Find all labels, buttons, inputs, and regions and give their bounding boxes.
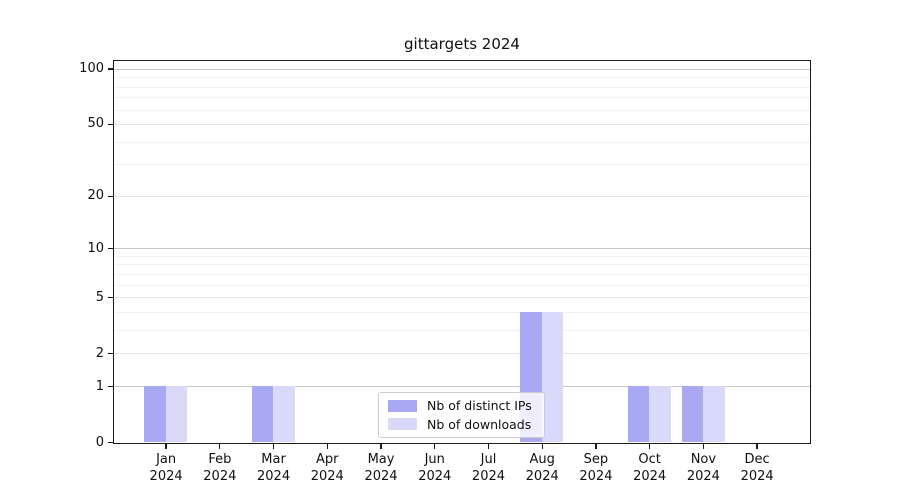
gridline-minor-40 [114,141,810,143]
x-tick-mark-mar [272,444,275,449]
gridline-minor-80 [114,86,810,88]
gridline-minor-3 [114,330,810,332]
y-tick-mark-20 [108,195,113,197]
bar-downloads-aug [541,312,564,443]
x-tick-mark-aug [541,444,543,449]
gridline-major-20 [114,195,810,197]
gridline-major-5 [114,297,810,299]
y-tick-mark-5 [108,296,113,299]
legend-label-downloads: Nb of downloads [427,416,532,432]
x-tick-mark-jan [165,444,167,449]
x-tick-mark-feb [219,444,221,449]
y-tick-mark-100 [108,68,113,70]
x-tick-label-apr: Apr 2024 [310,452,344,484]
y-tick-mark-50 [108,123,113,125]
x-tick-mark-may [380,444,382,449]
x-tick-label-jun: Jun 2024 [418,452,452,484]
x-tick-label-oct: Oct 2024 [633,452,667,484]
x-tick-mark-sep [595,444,597,449]
y-tick-label-1: 1 [95,378,104,394]
bar-distinct-ips-oct [627,386,650,443]
y-tick-mark-1 [108,385,113,388]
y-tick-label-5: 5 [95,289,104,305]
gridline-minor-90 [114,77,810,79]
bar-downloads-mar [273,386,295,443]
x-tick-mark-jul [487,444,490,449]
x-tick-label-feb: Feb 2024 [203,452,237,484]
x-tick-label-jan: Jan 2024 [149,452,183,484]
bar-distinct-ips-nov [681,386,704,443]
y-tick-mark-2 [108,353,113,355]
gridline-major-100 [114,68,810,70]
legend: Nb of distinct IPs Nb of downloads [378,392,545,438]
y-tick-label-10: 10 [87,240,104,256]
y-tick-mark-0 [108,442,113,444]
gridline-minor-7 [114,274,810,276]
plot-area [113,60,811,444]
x-tick-mark-oct [649,444,651,449]
bar-distinct-ips-jan [144,386,166,443]
bar-downloads-nov [703,386,725,443]
legend-row-distinct-ips: Nb of distinct IPs [388,398,535,413]
x-tick-mark-apr [326,444,328,449]
gridline-minor-9 [114,255,810,257]
gridline-minor-8 [114,264,810,266]
chart-title: gittargets 2024 [404,35,520,53]
y-tick-label-0: 0 [95,434,104,450]
x-tick-label-jul: Jul 2024 [471,452,506,484]
legend-row-downloads: Nb of downloads [388,417,535,432]
y-tick-mark-10 [108,247,113,250]
gridline-major-2 [114,353,810,355]
x-tick-mark-dec [756,444,758,449]
gridline-minor-6 [114,284,810,286]
x-tick-label-sep: Sep 2024 [579,452,613,484]
legend-swatch-distinct-ips [388,399,417,412]
x-tick-label-nov: Nov 2024 [686,452,720,484]
legend-swatch-downloads [388,418,417,431]
x-tick-label-mar: Mar 2024 [257,452,291,484]
y-tick-label-20: 20 [87,188,104,204]
legend-label-distinct-ips: Nb of distinct IPs [427,398,532,414]
gridline-major-1 [114,386,810,388]
y-tick-label-2: 2 [95,345,104,361]
y-tick-label-100: 100 [79,61,104,76]
y-tick-label-50: 50 [87,116,104,132]
x-tick-label-dec: Dec 2024 [740,452,774,484]
gridline-minor-70 [114,97,810,99]
gridline-major-50 [114,124,810,126]
x-tick-mark-nov [702,444,705,449]
bar-downloads-jan [165,386,188,443]
gridline-major-10 [114,248,810,250]
bar-downloads-oct [649,386,671,443]
x-tick-label-may: May 2024 [364,452,398,484]
x-tick-mark-jun [434,444,436,449]
gridline-minor-60 [114,109,810,111]
x-tick-label-aug: Aug 2024 [525,452,559,484]
gridline-minor-4 [114,312,810,314]
bar-distinct-ips-mar [251,386,274,443]
gridline-minor-30 [114,164,810,166]
